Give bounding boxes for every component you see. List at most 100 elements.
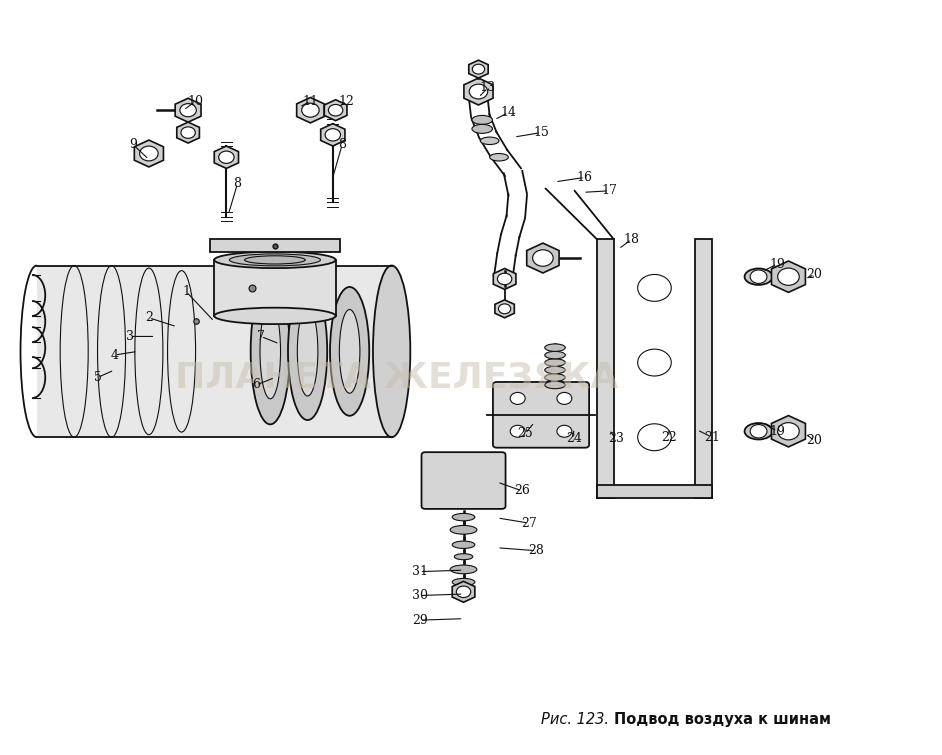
Text: 9: 9 [129,138,137,151]
Ellipse shape [245,256,305,264]
Text: 14: 14 [500,106,516,119]
Text: 30: 30 [412,589,428,602]
Polygon shape [495,300,514,318]
Circle shape [301,103,319,117]
FancyBboxPatch shape [493,382,589,448]
Ellipse shape [544,366,565,374]
Ellipse shape [452,541,475,548]
Text: 18: 18 [624,233,640,246]
Ellipse shape [744,423,772,439]
Ellipse shape [339,310,360,393]
Ellipse shape [544,351,565,359]
Ellipse shape [472,116,493,125]
Text: 21: 21 [704,431,720,444]
Text: 5: 5 [93,371,102,384]
Circle shape [325,128,340,141]
Text: 20: 20 [806,434,822,448]
Text: 3: 3 [126,330,134,343]
Text: 6: 6 [252,378,260,391]
FancyBboxPatch shape [37,266,392,437]
Polygon shape [771,415,805,447]
Polygon shape [324,100,347,121]
Ellipse shape [472,125,493,134]
Circle shape [456,586,471,597]
FancyBboxPatch shape [421,452,506,509]
Ellipse shape [330,287,369,416]
Circle shape [638,275,672,301]
Text: 12: 12 [339,94,355,108]
Text: 27: 27 [521,516,537,529]
Ellipse shape [454,553,473,559]
Circle shape [180,103,196,117]
Text: 4: 4 [110,349,119,362]
Text: 8: 8 [234,177,241,190]
Text: 13: 13 [479,82,495,94]
Text: 15: 15 [533,126,549,139]
Ellipse shape [260,304,281,399]
Polygon shape [177,122,200,143]
Polygon shape [494,269,516,289]
Text: 17: 17 [601,184,617,197]
Circle shape [498,304,511,314]
Polygon shape [135,140,164,167]
Ellipse shape [373,266,411,437]
Ellipse shape [544,359,565,366]
Text: 22: 22 [661,431,676,444]
Ellipse shape [214,308,335,324]
Circle shape [557,425,572,437]
Circle shape [511,425,525,437]
Circle shape [750,270,767,283]
Text: 19: 19 [770,257,786,270]
Circle shape [750,424,767,438]
Polygon shape [452,581,475,602]
Ellipse shape [214,251,335,268]
Ellipse shape [480,137,499,144]
Text: ПЛАНЕТА ЖЕЛЕЗЯКА: ПЛАНЕТА ЖЕЛЕЗЯКА [174,360,618,395]
Ellipse shape [450,525,477,535]
Ellipse shape [452,578,475,586]
FancyBboxPatch shape [209,239,340,252]
Text: 2: 2 [145,311,153,324]
FancyBboxPatch shape [695,239,712,498]
FancyBboxPatch shape [214,260,335,316]
Polygon shape [320,124,345,146]
Polygon shape [175,98,201,122]
Polygon shape [771,261,805,292]
Polygon shape [463,78,493,105]
Polygon shape [214,146,238,168]
Text: Подвод воздуха к шинам: Подвод воздуха к шинам [614,712,831,727]
Text: 31: 31 [412,565,428,578]
Text: 19: 19 [770,425,786,438]
Circle shape [638,424,672,451]
Text: 25: 25 [517,427,533,440]
Text: 23: 23 [608,432,624,445]
Text: 29: 29 [412,614,428,627]
FancyBboxPatch shape [597,239,614,498]
FancyBboxPatch shape [597,485,712,498]
Circle shape [329,104,343,116]
Circle shape [532,250,553,267]
Text: 1: 1 [182,285,190,298]
Circle shape [511,393,525,405]
Text: 11: 11 [302,94,318,108]
Circle shape [181,127,195,138]
Circle shape [638,349,672,376]
Ellipse shape [251,279,290,424]
Polygon shape [469,60,488,78]
Circle shape [497,273,512,285]
Text: 20: 20 [806,268,822,281]
Text: 24: 24 [566,432,581,445]
Circle shape [557,393,572,405]
Ellipse shape [544,381,565,389]
Circle shape [139,146,158,161]
Ellipse shape [230,254,320,266]
Text: 7: 7 [257,330,265,343]
Ellipse shape [298,307,317,396]
Circle shape [778,423,799,440]
Ellipse shape [744,269,772,285]
Ellipse shape [450,565,477,574]
Circle shape [472,64,484,74]
Ellipse shape [452,513,475,521]
Ellipse shape [544,374,565,381]
Text: Рис. 123.: Рис. 123. [541,712,609,727]
